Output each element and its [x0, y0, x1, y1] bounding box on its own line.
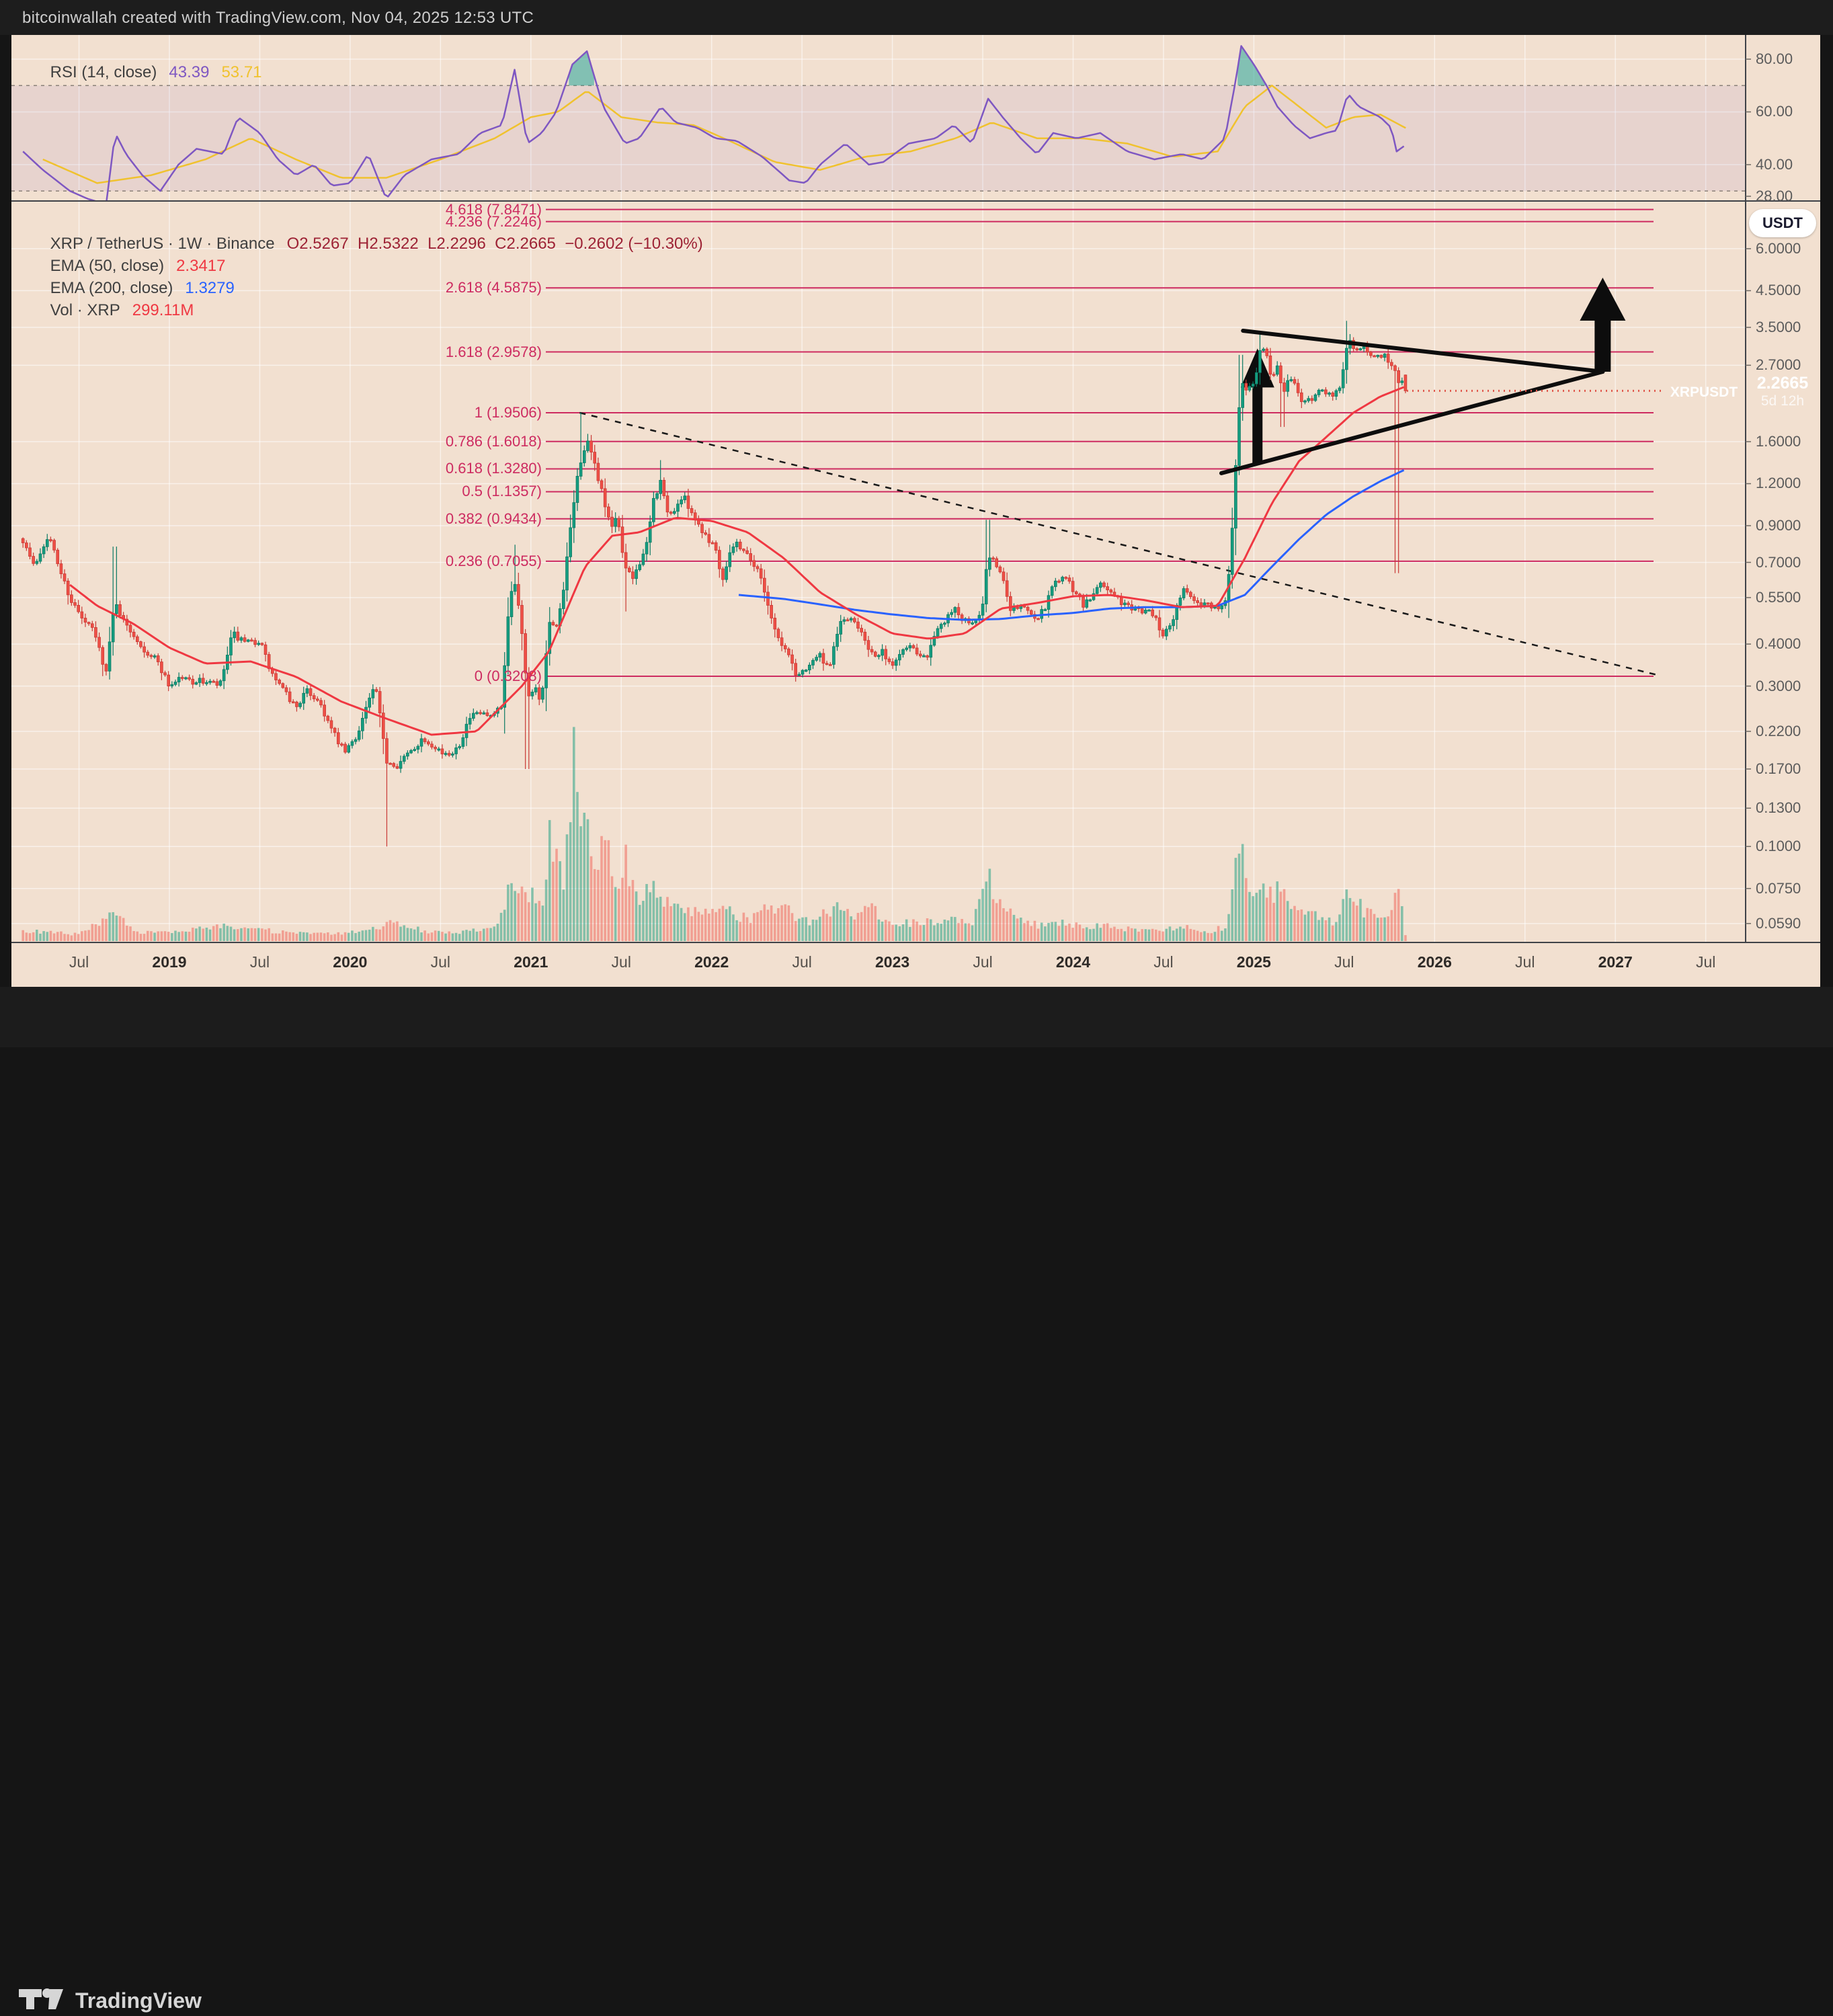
- large-up-arrow[interactable]: [1580, 278, 1626, 372]
- watermark-credit: bitcoinwallah created with TradingView.c…: [22, 9, 534, 27]
- rsi-plot: [22, 45, 1406, 201]
- chart-card: [11, 35, 1820, 987]
- dashed-trendline[interactable]: [579, 411, 1661, 677]
- triangle-pattern[interactable]: [1219, 329, 1605, 475]
- chart-plot-area[interactable]: [11, 35, 1746, 942]
- pane-borders: [11, 35, 1820, 943]
- gridlines: [11, 35, 1746, 942]
- price-scale[interactable]: [1746, 35, 1820, 942]
- tradingview-logo-icon[interactable]: [19, 1988, 71, 2016]
- footer-bar: TradingView: [0, 987, 1833, 2013]
- chart-canvas: [11, 35, 1820, 943]
- time-scale[interactable]: [11, 942, 1746, 987]
- tradingview-wordmark[interactable]: TradingView: [75, 1988, 202, 2013]
- volume-bars: [22, 727, 1407, 941]
- small-up-arrow[interactable]: [1240, 348, 1274, 465]
- watermark-bar: bitcoinwallah created with TradingView.c…: [0, 0, 1833, 35]
- ema-lines: [69, 386, 1405, 736]
